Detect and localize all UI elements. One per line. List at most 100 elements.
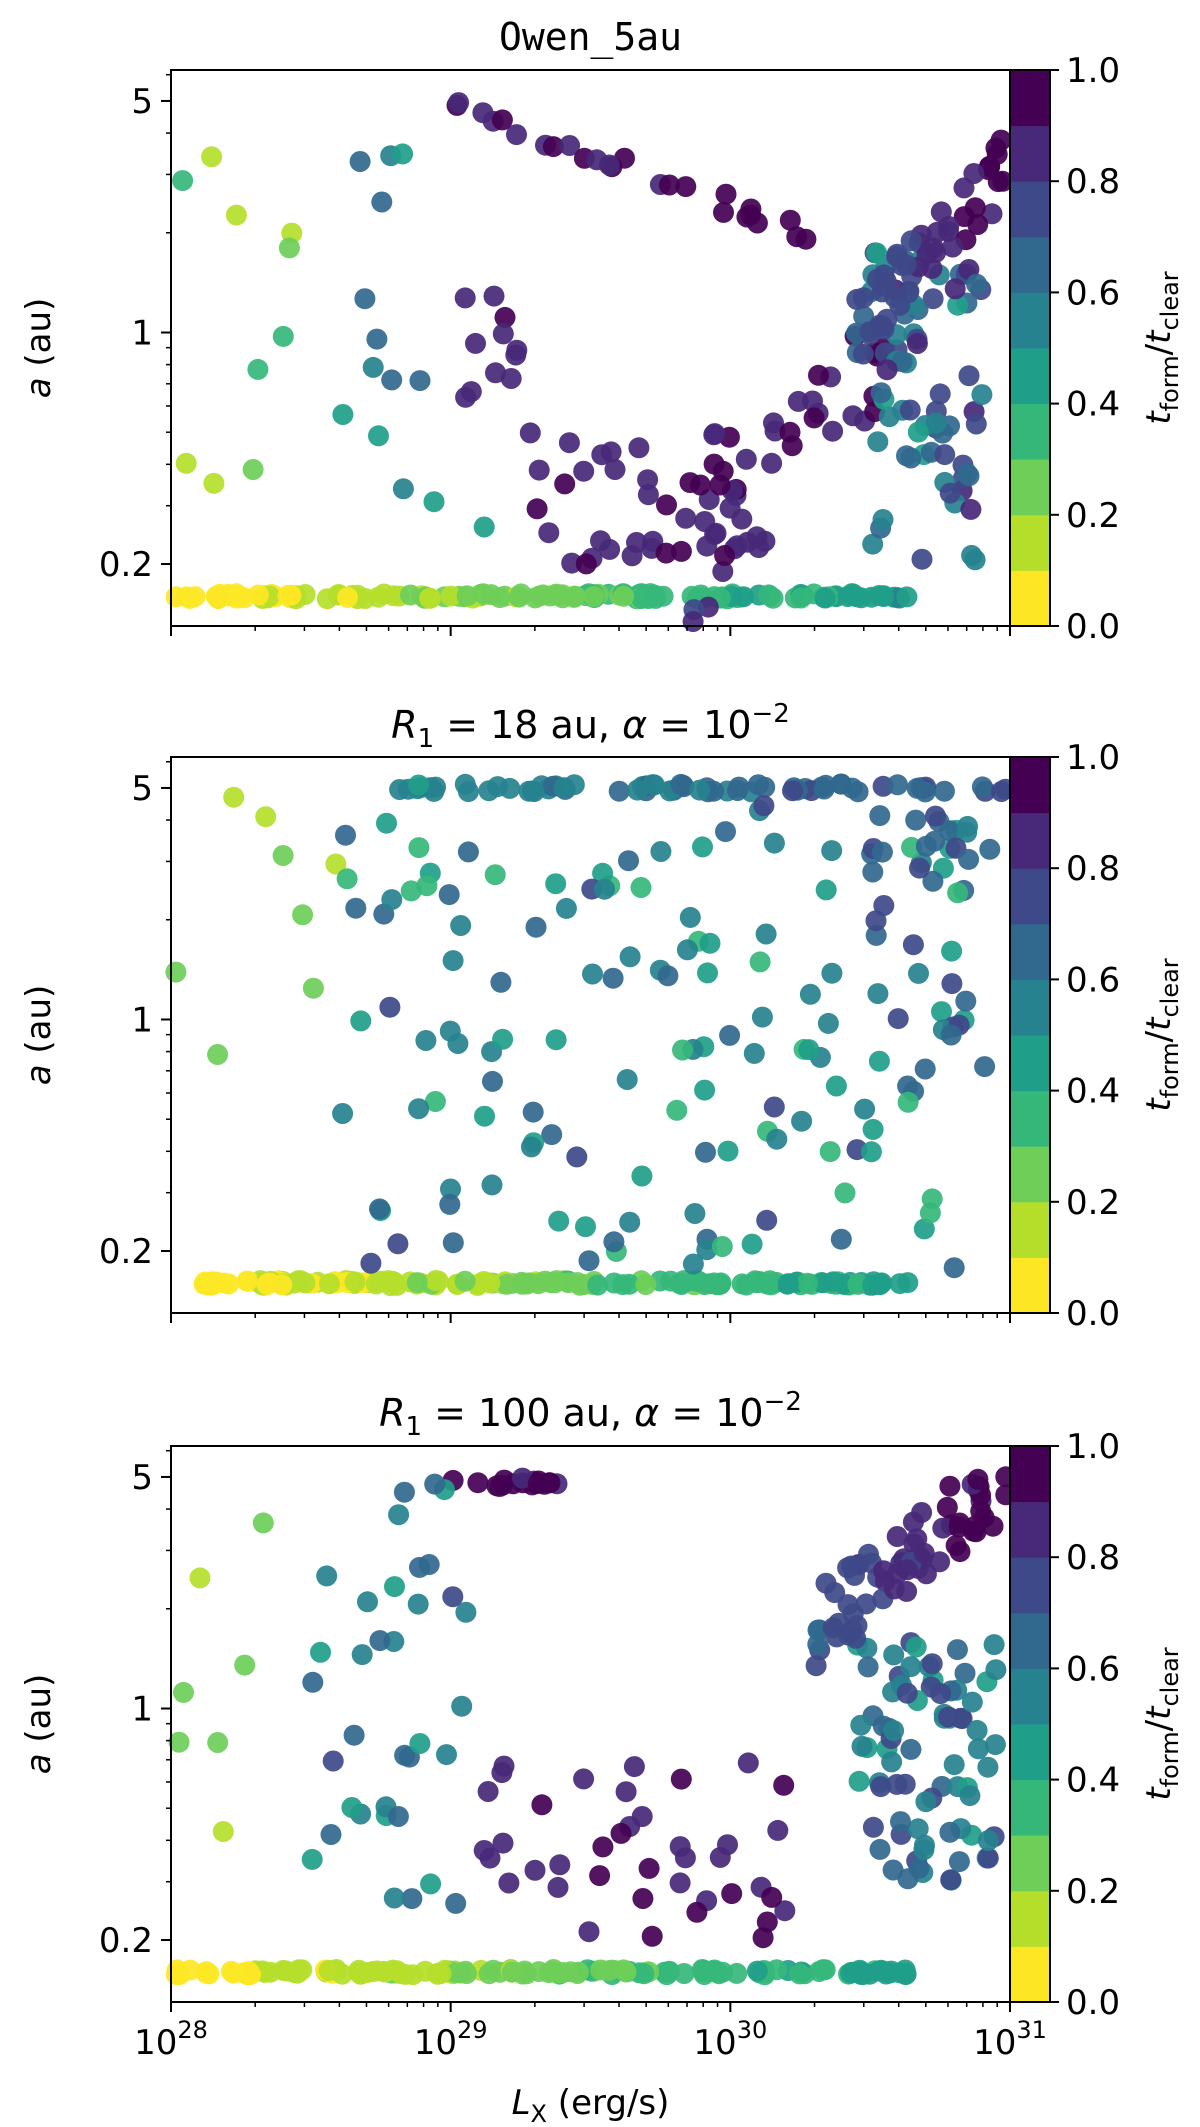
scatter-point — [546, 1270, 567, 1292]
scatter-point — [965, 1521, 987, 1543]
scatter-point — [492, 323, 514, 345]
scatter-point — [223, 786, 245, 808]
scatter-point — [272, 325, 294, 347]
scatter-point — [964, 197, 986, 219]
scatter-point — [173, 1681, 194, 1703]
scatter-point — [756, 1209, 778, 1231]
scatter-point — [318, 1273, 340, 1295]
scatter-point — [906, 777, 928, 799]
scatter-point — [499, 777, 521, 799]
scatter-point — [322, 1750, 344, 1772]
scatter-point — [817, 1012, 839, 1034]
scatter-point — [799, 983, 821, 1005]
scatter-point — [547, 585, 569, 606]
scatter-point — [966, 273, 988, 295]
y-tick-label: 5 — [131, 1458, 153, 1498]
scatter-point — [618, 1273, 640, 1295]
scatter-point — [789, 1963, 811, 1985]
scatter-point — [911, 548, 933, 570]
colorbar-label: tform/tclear — [1139, 958, 1184, 1111]
scatter-point — [902, 1511, 924, 1533]
scatter-point — [940, 1024, 962, 1046]
scatter-point — [485, 362, 506, 384]
scatter-point — [603, 1231, 625, 1253]
scatter-point — [203, 472, 225, 494]
scatter-point — [425, 1270, 447, 1291]
scatter-point — [491, 1762, 513, 1784]
y-tick-label: 5 — [131, 82, 153, 122]
scatter-point — [846, 1615, 868, 1637]
scatter-point — [615, 1961, 637, 1983]
scatter-point — [467, 1472, 489, 1494]
scatter-point — [408, 774, 430, 796]
colorbar-segment — [1010, 70, 1050, 127]
scatter-point — [851, 1961, 872, 1983]
y-tick-label: 1 — [131, 1689, 153, 1729]
scatter-point — [592, 862, 614, 884]
scatter-point — [955, 990, 977, 1012]
scatter-point — [958, 465, 980, 487]
scatter-point — [615, 1781, 637, 1803]
colorbar-frame — [1009, 69, 1051, 627]
y-axis-label: a (au) — [19, 1674, 59, 1775]
scatter-point — [857, 1656, 879, 1678]
scatter-point — [439, 1193, 461, 1215]
scatter-point — [641, 1925, 663, 1947]
scatter-point — [714, 545, 736, 566]
scatter-point — [280, 584, 302, 606]
scatter-point — [886, 1773, 908, 1795]
colorbar-segment — [1010, 1090, 1050, 1147]
scatter-point — [939, 1475, 961, 1497]
scatter-point — [424, 1091, 446, 1112]
scatter-point — [492, 1474, 513, 1496]
scatter-point — [669, 1836, 691, 1858]
scatter-point — [992, 170, 1014, 192]
scatter-point — [440, 1178, 461, 1200]
scatter-point — [460, 381, 482, 403]
scatter-point — [168, 1731, 190, 1753]
scatter-point — [407, 1593, 429, 1615]
scatter-point — [719, 1024, 741, 1046]
scatter-point — [741, 1233, 763, 1255]
scatter-point — [977, 1830, 999, 1851]
scatter-point — [368, 425, 389, 447]
scatter-point — [610, 1822, 632, 1844]
colorbar-tick-label: 1.0 — [1066, 1427, 1120, 1467]
scatter-point — [886, 1526, 908, 1547]
scatter-points — [165, 773, 1016, 1297]
scatter-point — [373, 1960, 395, 1982]
scatter-point — [492, 1028, 514, 1050]
scatter-point — [900, 230, 922, 252]
scatter-point — [985, 1659, 1007, 1681]
scatter-point — [520, 1136, 542, 1158]
scatter-point — [897, 1868, 919, 1890]
colorbar-segment — [1010, 514, 1050, 571]
y-tick-label: 0.2 — [99, 1921, 153, 1961]
scatter-point — [200, 1273, 222, 1295]
scatter-point — [376, 812, 397, 834]
scatter-point — [271, 1274, 293, 1296]
scatter-point — [977, 1756, 999, 1778]
scatter-point — [851, 1735, 873, 1757]
scatter-point — [853, 287, 874, 309]
scatter-point — [335, 824, 356, 846]
scatter-point — [895, 254, 917, 276]
scatter-point — [528, 459, 550, 481]
scatter-point — [619, 1211, 641, 1233]
scatter-point — [559, 135, 581, 156]
scatter-point — [850, 1714, 872, 1736]
scatter-point — [869, 314, 891, 336]
scatter-point — [862, 861, 884, 883]
scatter-point — [650, 841, 672, 862]
scatter-point — [763, 412, 784, 434]
scatter-point — [549, 1854, 571, 1876]
scatter-point — [310, 1641, 331, 1663]
scatter-point — [454, 1270, 476, 1292]
scatter-point — [676, 939, 698, 961]
scatter-point — [450, 915, 472, 936]
scatter-point — [867, 983, 889, 1005]
scatter-point — [332, 1103, 354, 1124]
scatter-point — [401, 1888, 423, 1910]
scatter-point — [961, 544, 983, 566]
scatter-point — [484, 864, 506, 886]
